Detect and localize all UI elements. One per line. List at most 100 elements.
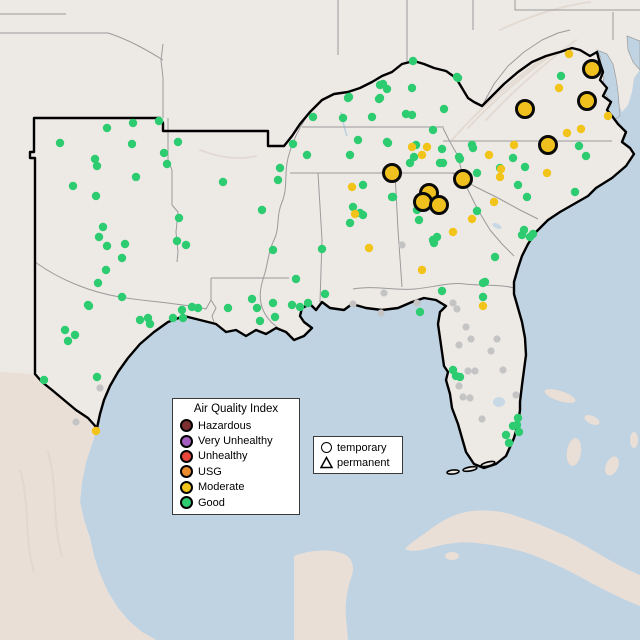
station-dot-inactive[interactable]: [462, 323, 470, 331]
station-dot-good[interactable]: [455, 372, 465, 382]
station-dot-inactive[interactable]: [72, 418, 80, 426]
station-dot-good[interactable]: [295, 302, 305, 312]
station-dot-moderate[interactable]: [350, 209, 360, 219]
station-dot-good[interactable]: [348, 202, 358, 212]
temporary-station-marker-moderate[interactable]: [413, 192, 433, 212]
station-dot-good[interactable]: [428, 125, 438, 135]
station-dot-good[interactable]: [490, 252, 500, 262]
station-dot-inactive[interactable]: [377, 309, 385, 317]
station-dot-good[interactable]: [193, 303, 203, 313]
station-dot-good[interactable]: [92, 161, 102, 171]
station-dot-good[interactable]: [358, 180, 368, 190]
station-dot-good[interactable]: [128, 118, 138, 128]
station-dot-moderate[interactable]: [91, 426, 101, 436]
station-dot-good[interactable]: [247, 294, 257, 304]
station-dot-good[interactable]: [60, 325, 70, 335]
station-dot-good[interactable]: [344, 92, 354, 102]
station-dot-good[interactable]: [101, 265, 111, 275]
station-dot-good[interactable]: [478, 292, 488, 302]
station-dot-moderate[interactable]: [484, 150, 494, 160]
station-dot-good[interactable]: [513, 413, 523, 423]
station-dot-good[interactable]: [302, 150, 312, 160]
station-dot-good[interactable]: [177, 305, 187, 315]
station-dot-good[interactable]: [257, 205, 267, 215]
station-dot-good[interactable]: [378, 79, 388, 89]
station-dot-inactive[interactable]: [467, 335, 475, 343]
station-dot-moderate[interactable]: [422, 142, 432, 152]
station-dot-good[interactable]: [508, 421, 518, 431]
station-dot-good[interactable]: [252, 303, 262, 313]
station-dot-good[interactable]: [317, 244, 327, 254]
temporary-station-marker-moderate[interactable]: [382, 163, 402, 183]
station-dot-good[interactable]: [255, 316, 265, 326]
station-dot-good[interactable]: [514, 427, 524, 437]
station-dot-inactive[interactable]: [398, 241, 406, 249]
station-dot-moderate[interactable]: [603, 111, 613, 121]
station-dot-good[interactable]: [91, 191, 101, 201]
station-dot-inactive[interactable]: [499, 366, 507, 374]
station-dot-good[interactable]: [117, 292, 127, 302]
station-dot-good[interactable]: [522, 192, 532, 202]
station-dot-good[interactable]: [173, 137, 183, 147]
station-dot-good[interactable]: [120, 239, 130, 249]
station-dot-good[interactable]: [504, 438, 514, 448]
station-dot-good[interactable]: [581, 151, 591, 161]
station-dot-inactive[interactable]: [455, 382, 463, 390]
station-dot-good[interactable]: [131, 172, 141, 182]
station-dot-good[interactable]: [135, 315, 145, 325]
station-dot-good[interactable]: [453, 73, 463, 83]
temporary-station-marker-moderate[interactable]: [429, 195, 449, 215]
station-dot-moderate[interactable]: [478, 301, 488, 311]
station-dot-moderate[interactable]: [509, 140, 519, 150]
station-dot-good[interactable]: [268, 245, 278, 255]
station-dot-good[interactable]: [168, 313, 178, 323]
station-dot-good[interactable]: [387, 192, 397, 202]
station-dot-good[interactable]: [178, 313, 188, 323]
station-dot-good[interactable]: [102, 241, 112, 251]
station-dot-inactive[interactable]: [96, 384, 104, 392]
station-dot-inactive[interactable]: [464, 367, 472, 375]
station-dot-good[interactable]: [94, 232, 104, 242]
station-dot-good[interactable]: [288, 139, 298, 149]
temporary-station-marker-moderate[interactable]: [515, 99, 535, 119]
station-dot-good[interactable]: [92, 372, 102, 382]
station-dot-inactive[interactable]: [487, 347, 495, 355]
station-dot-good[interactable]: [478, 278, 488, 288]
station-dot-good[interactable]: [223, 303, 233, 313]
station-dot-inactive[interactable]: [512, 391, 520, 399]
station-dot-good[interactable]: [127, 139, 137, 149]
station-dot-inactive[interactable]: [466, 394, 474, 402]
station-dot-moderate[interactable]: [489, 197, 499, 207]
station-dot-inactive[interactable]: [380, 289, 388, 297]
station-dot-good[interactable]: [472, 206, 482, 216]
station-dot-good[interactable]: [455, 154, 465, 164]
station-dot-moderate[interactable]: [495, 172, 505, 182]
station-dot-good[interactable]: [39, 375, 49, 385]
station-dot-good[interactable]: [570, 187, 580, 197]
station-dot-good[interactable]: [102, 123, 112, 133]
station-dot-moderate[interactable]: [417, 265, 427, 275]
station-dot-moderate[interactable]: [448, 227, 458, 237]
station-dot-good[interactable]: [303, 298, 313, 308]
station-dot-good[interactable]: [70, 330, 80, 340]
station-dot-good[interactable]: [574, 141, 584, 151]
station-dot-inactive[interactable]: [453, 305, 461, 313]
station-dot-good[interactable]: [345, 150, 355, 160]
station-dot-good[interactable]: [181, 240, 191, 250]
station-dot-good[interactable]: [55, 138, 65, 148]
station-dot-good[interactable]: [320, 289, 330, 299]
station-dot-good[interactable]: [437, 286, 447, 296]
station-dot-good[interactable]: [408, 56, 418, 66]
station-dot-good[interactable]: [407, 110, 417, 120]
station-dot-good[interactable]: [407, 83, 417, 93]
station-dot-good[interactable]: [438, 158, 448, 168]
station-dot-good[interactable]: [367, 112, 377, 122]
station-dot-good[interactable]: [472, 168, 482, 178]
station-dot-good[interactable]: [405, 158, 415, 168]
station-dot-good[interactable]: [174, 213, 184, 223]
station-dot-moderate[interactable]: [407, 142, 417, 152]
station-dot-inactive[interactable]: [449, 299, 457, 307]
station-dot-inactive[interactable]: [493, 335, 501, 343]
station-dot-good[interactable]: [338, 113, 348, 123]
temporary-station-marker-moderate[interactable]: [577, 91, 597, 111]
